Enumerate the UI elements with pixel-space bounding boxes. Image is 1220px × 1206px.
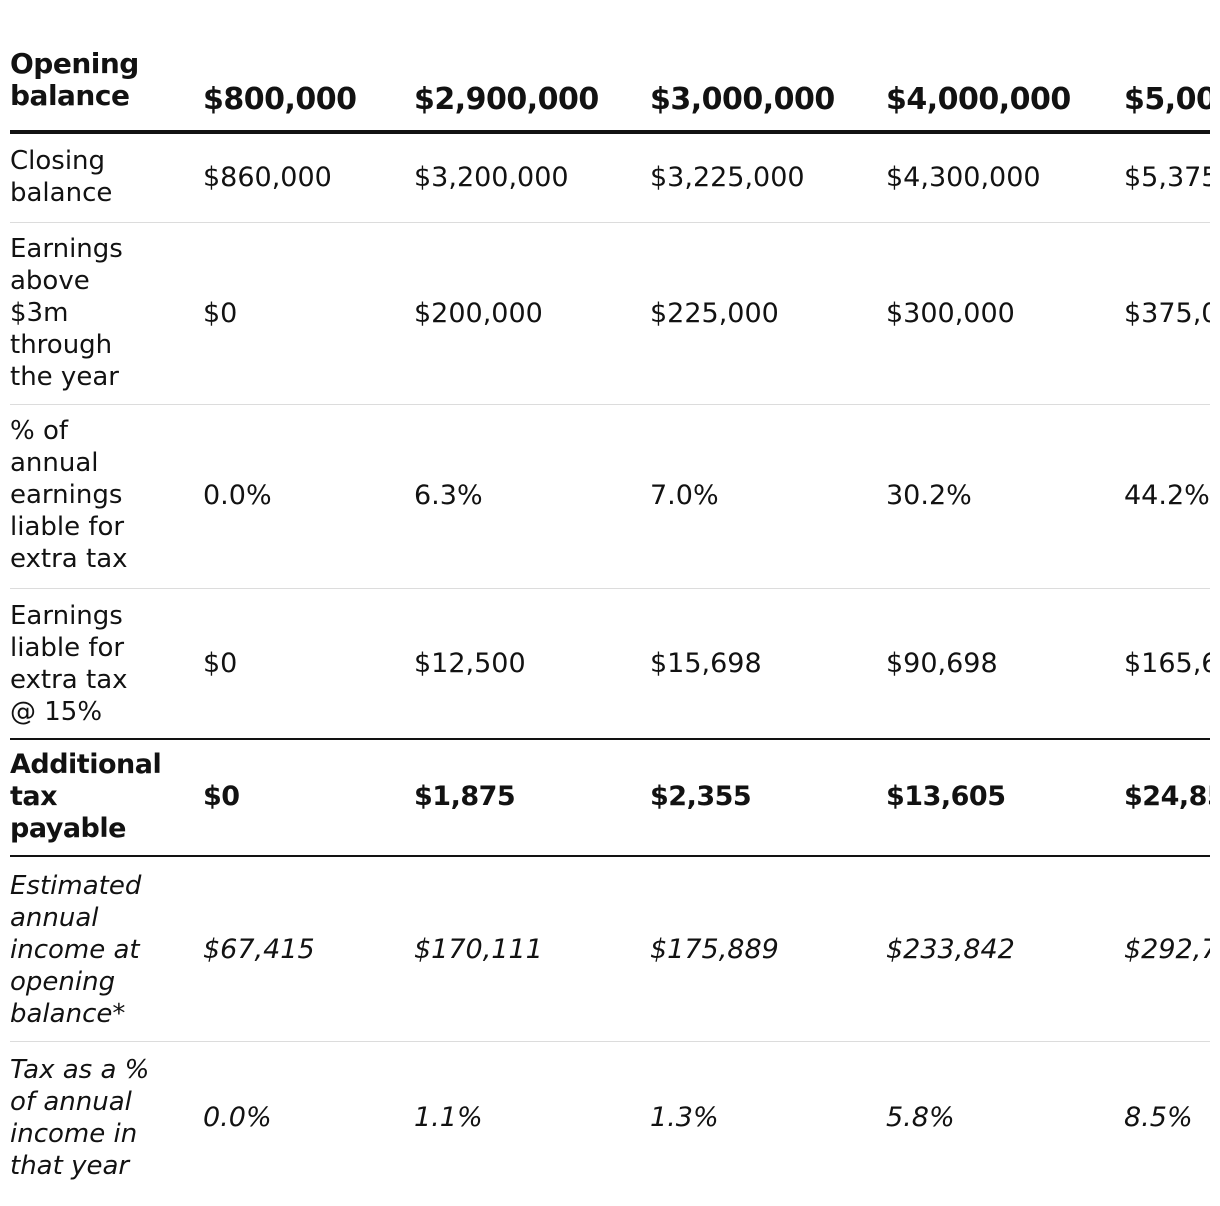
row-value: 0.0% bbox=[203, 480, 272, 511]
row-value: $67,415 bbox=[203, 934, 315, 965]
row-label: Closing balance bbox=[10, 146, 113, 208]
row-divider bbox=[10, 1041, 1210, 1042]
row-divider bbox=[10, 588, 1210, 589]
header-value: $3,000,000 bbox=[650, 82, 835, 117]
row-value: $292,7 bbox=[1124, 934, 1210, 965]
header-label: Opening balance bbox=[10, 47, 139, 112]
row-label: Earnings above $3m through the year bbox=[10, 234, 123, 392]
row-value: $1,875 bbox=[414, 781, 516, 812]
row-value: $12,500 bbox=[414, 648, 526, 679]
row-value: $24,85 bbox=[1124, 781, 1210, 812]
row-value: $0 bbox=[203, 781, 240, 812]
row-value: $233,842 bbox=[886, 934, 1015, 965]
header-value: $2,900,000 bbox=[414, 82, 599, 117]
header-value: $800,000 bbox=[203, 82, 357, 117]
row-value: $0 bbox=[203, 648, 238, 679]
row-value: 8.5% bbox=[1124, 1102, 1193, 1133]
row-divider bbox=[10, 855, 1210, 857]
row-divider bbox=[10, 404, 1210, 405]
row-value: $4,300,000 bbox=[886, 162, 1041, 193]
row-value: $15,698 bbox=[650, 648, 762, 679]
row-label: Estimated annual income at opening balan… bbox=[10, 871, 142, 1029]
row-value: $5,375, bbox=[1124, 162, 1210, 193]
row-value: 6.3% bbox=[414, 480, 483, 511]
row-value: 0.0% bbox=[203, 1102, 272, 1133]
row-value: $13,605 bbox=[886, 781, 1006, 812]
row-value: $860,000 bbox=[203, 162, 332, 193]
row-value: 7.0% bbox=[650, 480, 719, 511]
row-value: $175,889 bbox=[650, 934, 779, 965]
header-value: $4,000,000 bbox=[886, 82, 1071, 117]
header-row: Opening balance $800,000 $2,900,000 $3,0… bbox=[10, 45, 1210, 125]
row-label: Earnings liable for extra tax @ 15% bbox=[10, 601, 128, 727]
row-value: 30.2% bbox=[886, 480, 972, 511]
data-table: Opening balance $800,000 $2,900,000 $3,0… bbox=[10, 0, 1210, 1206]
row-divider bbox=[10, 738, 1210, 740]
row-divider bbox=[10, 222, 1210, 223]
row-label: Tax as a % of annual income in that year bbox=[10, 1055, 150, 1181]
row-value: $225,000 bbox=[650, 298, 779, 329]
row-value: $3,225,000 bbox=[650, 162, 805, 193]
row-value: $200,000 bbox=[414, 298, 543, 329]
row-value: 1.3% bbox=[650, 1102, 719, 1133]
row-value: $0 bbox=[203, 298, 238, 329]
header-value: $5,00 bbox=[1124, 82, 1210, 117]
row-value: 1.1% bbox=[414, 1102, 483, 1133]
header-divider bbox=[10, 130, 1210, 134]
row-value: $375,0 bbox=[1124, 298, 1210, 329]
row-value: $170,111 bbox=[414, 934, 543, 965]
row-value: $300,000 bbox=[886, 298, 1015, 329]
row-value: $3,200,000 bbox=[414, 162, 569, 193]
row-value: $2,355 bbox=[650, 781, 752, 812]
row-value: $165,6 bbox=[1124, 648, 1210, 679]
row-label: % of annual earnings liable for extra ta… bbox=[10, 416, 128, 574]
row-value: 44.2% bbox=[1124, 480, 1210, 511]
row-value: 5.8% bbox=[886, 1102, 955, 1133]
row-value: $90,698 bbox=[886, 648, 998, 679]
row-label: Additional tax payable bbox=[10, 749, 162, 844]
